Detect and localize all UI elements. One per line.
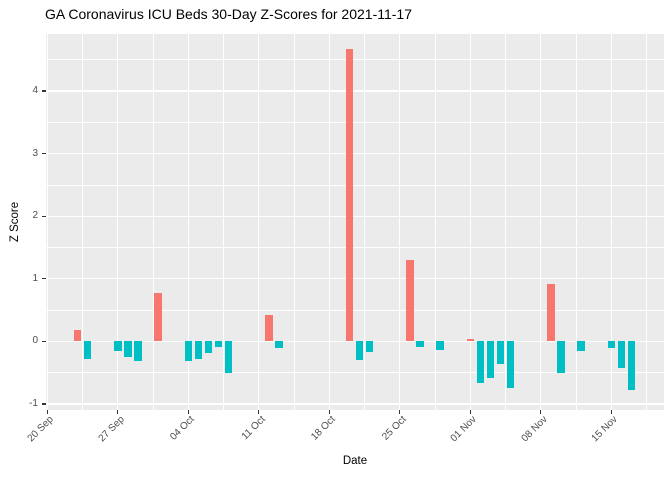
y-tick-mark [42, 403, 46, 405]
zscore-bar [73, 330, 82, 342]
zscore-bar [506, 341, 515, 388]
h-gridline-major [46, 278, 664, 280]
h-gridline-minor [46, 59, 664, 61]
zscore-bar [466, 338, 475, 342]
zscore-bar [124, 341, 132, 358]
zscore-bar [496, 341, 505, 364]
zscore-bar [154, 293, 162, 342]
zscore-bar [194, 341, 203, 359]
h-gridline-minor [46, 247, 664, 248]
zscore-bar [134, 341, 142, 361]
zscore-bar [476, 341, 485, 383]
zscore-bar [184, 341, 193, 361]
zscore-bar [416, 341, 424, 348]
x-tick-mark [258, 410, 260, 414]
zscore-bar [577, 341, 585, 351]
x-tick-mark [328, 410, 330, 414]
zscore-bar [547, 283, 555, 342]
h-gridline-major [46, 90, 664, 92]
zscore-bar [114, 341, 122, 351]
y-tick-label: 4 [32, 85, 38, 96]
v-gridline-major [399, 34, 401, 410]
v-gridline-major [187, 34, 189, 410]
x-tick-mark [46, 410, 48, 414]
v-gridline-major [328, 34, 330, 410]
v-gridline-major [469, 34, 471, 410]
h-gridline-major [46, 152, 664, 155]
y-tick-label: 0 [32, 335, 38, 347]
zscore-bar [406, 260, 414, 342]
h-gridline-major [46, 215, 664, 217]
y-tick-mark [42, 215, 46, 217]
v-gridline-minor [575, 34, 577, 410]
x-tick-mark [469, 410, 471, 414]
zscore-bar [486, 341, 495, 378]
zscore-bar [557, 341, 565, 374]
h-gridline-major [46, 340, 664, 343]
h-gridline-minor [46, 121, 664, 123]
y-tick-label: 2 [32, 210, 38, 222]
zscore-bar [355, 341, 364, 361]
v-gridline-minor [82, 34, 83, 410]
zscore-bar [224, 341, 233, 373]
zscore-bar [204, 341, 213, 354]
y-tick-label: 3 [32, 147, 38, 159]
v-gridline-minor [293, 34, 295, 410]
h-gridline-minor [46, 372, 664, 374]
v-gridline-minor [223, 34, 224, 410]
v-gridline-minor [152, 34, 154, 410]
h-gridline-major [46, 403, 664, 405]
v-gridline-major [610, 34, 612, 410]
x-axis-title: Date [342, 455, 368, 467]
zscore-bar [214, 341, 223, 348]
v-gridline-minor [646, 34, 647, 410]
chart-title: GA Coronavirus ICU Beds 30-Day Z-Scores … [45, 6, 413, 22]
zscore-bar [436, 341, 444, 350]
x-tick-mark [117, 410, 119, 414]
v-gridline-major [258, 34, 260, 410]
x-tick-mark [187, 410, 189, 414]
h-gridline-minor [46, 309, 664, 311]
x-tick-mark [399, 410, 401, 414]
v-gridline-major [117, 34, 119, 410]
zscore-bar [345, 49, 354, 342]
zscore-bar [275, 341, 283, 348]
x-tick-label: 20 Sep [25, 414, 57, 445]
v-gridline-minor [364, 34, 365, 410]
zscore-bar [365, 341, 374, 353]
zscore-bar [617, 341, 626, 368]
y-tick-mark [42, 340, 46, 342]
v-gridline-major [540, 34, 542, 410]
y-tick-mark [42, 278, 46, 280]
v-gridline-major [46, 34, 48, 410]
zscore-bar [83, 341, 92, 359]
y-tick-label: 1 [32, 272, 38, 284]
zscore-bar [265, 315, 273, 342]
x-tick-mark [540, 410, 542, 414]
h-gridline-minor [46, 184, 664, 186]
zscore-bar [607, 341, 616, 348]
y-tick-mark [42, 90, 46, 92]
v-gridline-minor [505, 34, 506, 410]
y-tick-mark [42, 153, 46, 155]
zscore-bar [627, 341, 636, 391]
plot-panel [46, 34, 664, 410]
y-tick-label: -1 [29, 398, 38, 409]
x-tick-mark [610, 410, 612, 414]
v-gridline-minor [434, 34, 436, 410]
